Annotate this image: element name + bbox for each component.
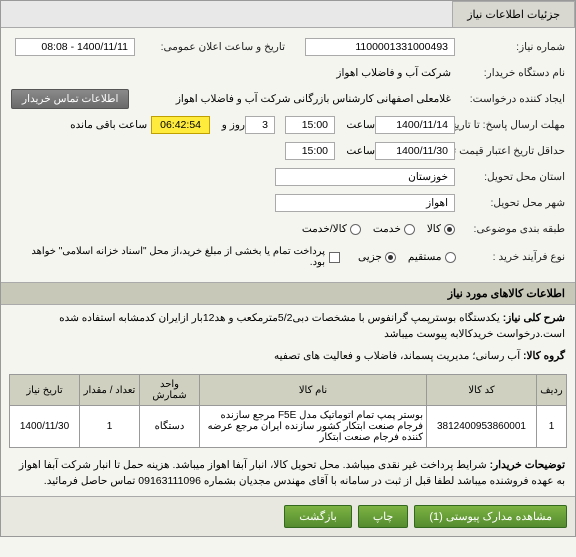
tab-bar: جزئیات اطلاعات نیاز <box>1 1 575 28</box>
treasury-checkbox[interactable] <box>329 252 340 263</box>
radio-direct[interactable]: مستقیم <box>408 251 456 263</box>
process-radio-group: مستقیم جزیی <box>358 251 456 263</box>
radio-dot-icon <box>404 224 415 235</box>
buyer-notes-block: توضیحات خریدار: شرایط پرداخت غیر نقدی می… <box>1 452 575 496</box>
cell-idx: 1 <box>537 406 567 448</box>
radio-service[interactable]: خدمت <box>373 223 415 235</box>
goods-group-block: گروه کالا: آب رسانی؛ مدیریت پسماند، فاضل… <box>1 349 575 371</box>
announce-value: 1400/11/11 - 08:08 <box>15 38 135 56</box>
section-goods-header: اطلاعات کالاهای مورد نیاز <box>1 282 575 305</box>
deadline-time: 15:00 <box>285 116 335 134</box>
need-no-label: شماره نیاز: <box>455 41 565 53</box>
contact-buyer-button[interactable]: اطلاعات تماس خریدار <box>11 89 129 109</box>
radio-dot-icon <box>385 252 396 263</box>
buyer-notes-text: شرایط پرداخت غیر نقدی میباشد. محل تحویل … <box>19 459 565 487</box>
cell-qty: 1 <box>80 406 140 448</box>
radio-goods[interactable]: کالا <box>427 223 455 235</box>
city-label: شهر محل تحویل: <box>455 197 565 209</box>
need-desc-text: یکدستگاه بوسترپمپ گرانفوس با مشخصات دبی5… <box>59 312 565 340</box>
city-value: اهواز <box>275 194 455 212</box>
need-description-block: شرح کلی نیاز: یکدستگاه بوسترپمپ گرانفوس … <box>1 305 575 349</box>
radio-goods-service[interactable]: کالا/خدمت <box>302 223 361 235</box>
deadline-date: 1400/11/14 <box>375 116 455 134</box>
table-row: 1 3812400953860001 بوستر پمپ تمام اتومات… <box>10 406 567 448</box>
category-label: طبقه بندی موضوعی: <box>455 223 565 235</box>
deadline-label: مهلت ارسال پاسخ: تا تاریخ: <box>455 119 565 131</box>
requester-value: غلامعلی اصفهانی کارشناس بازرگانی شرکت آب… <box>129 91 455 107</box>
print-button[interactable]: چاپ <box>358 505 409 528</box>
province-value: خوزستان <box>275 168 455 186</box>
need-desc-label: شرح کلی نیاز: <box>503 312 565 324</box>
th-name: نام کالا <box>200 375 427 406</box>
main-panel: جزئیات اطلاعات نیاز شماره نیاز: 11000013… <box>0 0 576 537</box>
goods-group-label: گروه کالا: <box>523 350 565 362</box>
radio-goods-label: کالا <box>427 223 441 235</box>
cell-date: 1400/11/30 <box>10 406 80 448</box>
tab-details[interactable]: جزئیات اطلاعات نیاز <box>452 1 575 27</box>
validity-time: 15:00 <box>285 142 335 160</box>
countdown-timer: 06:42:54 <box>151 116 210 134</box>
radio-dot-icon <box>444 224 455 235</box>
remain-label: ساعت باقی مانده <box>64 119 147 131</box>
th-row: ردیف <box>537 375 567 406</box>
back-button[interactable]: بازگشت <box>284 505 352 528</box>
radio-dot-icon <box>445 252 456 263</box>
days-remaining: 3 <box>245 116 275 134</box>
province-label: استان محل تحویل: <box>455 171 565 183</box>
deadline-time-label: ساعت <box>335 119 375 131</box>
validity-time-label: ساعت <box>335 145 375 157</box>
radio-partial-label: جزیی <box>358 251 382 263</box>
th-date: تاریخ نیاز <box>10 375 80 406</box>
radio-goods-service-label: کالا/خدمت <box>302 223 347 235</box>
cell-name: بوستر پمپ تمام اتوماتیک مدل F5E مرجع ساز… <box>200 406 427 448</box>
category-radio-group: کالا خدمت کالا/خدمت <box>302 223 455 235</box>
validity-label: حداقل تاریخ اعتبار قیمت تا تاریخ: <box>455 145 565 157</box>
cell-code: 3812400953860001 <box>427 406 537 448</box>
radio-service-label: خدمت <box>373 223 401 235</box>
payment-note: پرداخت تمام یا بخشی از مبلغ خرید،از محل … <box>11 244 329 270</box>
th-code: کد کالا <box>427 375 537 406</box>
form-area: شماره نیاز: 1100001331000493 تاریخ و ساع… <box>1 28 575 282</box>
radio-partial[interactable]: جزیی <box>358 251 396 263</box>
radio-dot-icon <box>350 224 361 235</box>
th-unit: واحد شمارش <box>140 375 200 406</box>
footer-buttons: مشاهده مدارک پیوستی (1) چاپ بازگشت <box>1 496 575 536</box>
days-label: روز و <box>210 119 245 131</box>
radio-direct-label: مستقیم <box>408 251 442 263</box>
buyer-org-value: شرکت آب و فاضلاب اهواز <box>332 65 455 81</box>
buyer-notes-label: توضیحات خریدار: <box>490 459 565 471</box>
announce-label: تاریخ و ساعت اعلان عمومی: <box>135 41 285 53</box>
goods-table: ردیف کد کالا نام کالا واحد شمارش تعداد /… <box>9 374 567 448</box>
cell-unit: دستگاه <box>140 406 200 448</box>
buyer-org-label: نام دستگاه خریدار: <box>455 67 565 79</box>
process-label: نوع فرآیند خرید : <box>456 251 565 263</box>
th-qty: تعداد / مقدار <box>80 375 140 406</box>
table-header-row: ردیف کد کالا نام کالا واحد شمارش تعداد /… <box>10 375 567 406</box>
attachments-button[interactable]: مشاهده مدارک پیوستی (1) <box>414 505 567 528</box>
requester-label: ایجاد کننده درخواست: <box>455 93 565 105</box>
need-no-value: 1100001331000493 <box>305 38 455 56</box>
goods-group-value: آب رسانی؛ مدیریت پسماند، فاضلاب و فعالیت… <box>274 350 520 362</box>
validity-date: 1400/11/30 <box>375 142 455 160</box>
